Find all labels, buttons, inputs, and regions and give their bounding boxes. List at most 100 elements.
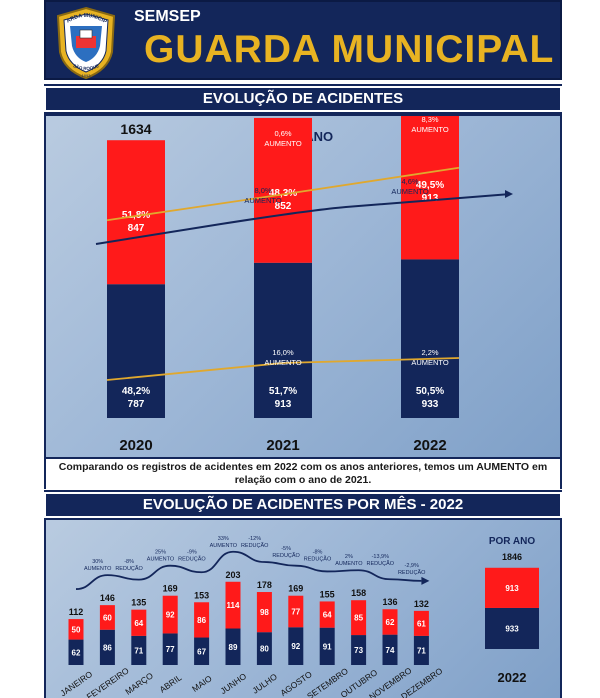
month-total-label: 132 xyxy=(414,599,429,609)
bar-percent-label: 50,5% xyxy=(416,386,444,397)
month-value-label: 71 xyxy=(134,646,143,655)
month-change-label: AUMENTO xyxy=(147,557,175,563)
monthly-trend-line xyxy=(75,550,422,590)
yearly-chart-panel: POR ANO163448,2%78751,8%8472020176551,7%… xyxy=(44,114,562,459)
month-change-percent: 25% xyxy=(155,550,166,556)
month-bar-red xyxy=(131,609,147,636)
side-bar-value: 913 xyxy=(505,584,519,593)
month-bar-navy xyxy=(319,627,335,665)
month-change-percent: -13,9% xyxy=(372,554,390,560)
bar-value-label: 847 xyxy=(128,223,145,234)
month-bar-navy xyxy=(382,634,398,665)
month-value-label: 74 xyxy=(386,646,395,655)
side-bar-navy xyxy=(485,607,539,649)
bar-segment-red xyxy=(401,116,459,260)
month-value-label: 92 xyxy=(291,642,300,651)
month-value-label: 114 xyxy=(227,601,240,610)
month-change-label: REDUÇÃO xyxy=(272,552,300,559)
month-bar-navy xyxy=(288,627,304,665)
badge-year: 1993 xyxy=(82,73,92,78)
annotation-percent: 4,6% xyxy=(401,177,418,186)
year-axis-label: 2020 xyxy=(119,437,152,454)
month-bar-navy xyxy=(256,632,272,665)
year-axis-label: 2021 xyxy=(266,437,299,454)
annotation-label: AUMENTO xyxy=(411,358,449,367)
month-bar-red xyxy=(382,609,398,635)
month-axis-label: JUNHO xyxy=(218,671,248,696)
side-bar-red xyxy=(485,567,539,608)
month-bar-navy xyxy=(413,635,429,665)
month-change-percent: 30% xyxy=(92,559,103,565)
month-bar-navy xyxy=(351,635,367,665)
annotation-label: AUMENTO xyxy=(244,196,282,205)
page-title: GUARDA MUNICIPAL xyxy=(144,28,555,71)
month-change-percent: -2,9% xyxy=(405,563,419,569)
month-total-label: 146 xyxy=(100,593,115,603)
monthly-trend-arrowhead xyxy=(421,576,430,585)
month-change-percent: -12% xyxy=(248,536,261,542)
month-bar-navy xyxy=(162,633,178,665)
month-change-label: REDUÇÃO xyxy=(178,556,206,563)
month-bar-navy xyxy=(99,629,115,665)
month-change-label: REDUÇÃO xyxy=(115,565,143,572)
month-value-label: 77 xyxy=(291,607,300,616)
annotation-percent: 2,2% xyxy=(421,348,438,357)
month-bar-red xyxy=(99,605,115,630)
month-value-label: 91 xyxy=(323,642,332,651)
annotation-label: AUMENTO xyxy=(411,125,449,134)
monthly-accidents-chart: 6250112JANEIRO8660146FEVEREIRO7164135MAR… xyxy=(58,536,539,698)
bar-percent-label: 48,2% xyxy=(122,386,150,397)
header-banner: GUARDA MUNICIPAL SÃO ROQUE 1993 SEMSEP G… xyxy=(44,0,562,80)
annotation-percent: 0,6% xyxy=(274,129,291,138)
month-change-label: AUMENTO xyxy=(84,566,112,572)
month-value-label: 73 xyxy=(354,646,363,655)
infographic: GUARDA MUNICIPAL SÃO ROQUE 1993 SEMSEP G… xyxy=(44,0,562,698)
month-value-label: 89 xyxy=(229,643,238,652)
monthly-section-title: EVOLUÇÃO DE ACIDENTES POR MÊS - 2022 xyxy=(142,496,464,513)
bar-percent-label: 51,7% xyxy=(269,386,297,397)
month-bar-navy xyxy=(131,635,147,665)
month-change-percent: 2% xyxy=(345,554,353,560)
month-total-label: 178 xyxy=(257,580,272,590)
section-title-bar: EVOLUÇÃO DE ACIDENTES xyxy=(44,84,562,114)
month-change-label: REDUÇÃO xyxy=(367,560,395,567)
annotation-percent: 8,0% xyxy=(254,186,271,195)
month-bar-navy xyxy=(194,637,210,665)
bar-segment-red xyxy=(254,117,312,263)
annotation-label: AUMENTO xyxy=(264,139,302,148)
month-value-label: 86 xyxy=(103,643,112,652)
month-bar-navy xyxy=(68,639,84,665)
trend-arrowhead xyxy=(505,190,513,198)
month-change-label: REDUÇÃO xyxy=(241,542,269,549)
side-bar-value: 933 xyxy=(505,624,519,633)
section-title: EVOLUÇÃO DE ACIDENTES xyxy=(202,90,404,107)
annotation-percent: 8,3% xyxy=(421,116,438,124)
month-value-label: 71 xyxy=(417,646,426,655)
month-bar-red xyxy=(68,619,84,640)
bar-segment-navy xyxy=(107,284,165,418)
svg-text:SÃO ROQUE: SÃO ROQUE xyxy=(72,63,99,71)
bar-value-label: 913 xyxy=(275,399,292,410)
month-change-percent: -8% xyxy=(124,559,134,565)
badge-subtext: SÃO ROQUE xyxy=(72,63,99,71)
annotation-percent: 16,0% xyxy=(272,348,294,357)
guard-badge-logo: GUARDA MUNICIPAL SÃO ROQUE 1993 xyxy=(52,6,116,80)
month-axis-label: JULHO xyxy=(250,671,279,695)
bar-total-label: 1634 xyxy=(120,121,151,137)
navy-trend-line xyxy=(106,357,460,381)
year-axis-label: 2022 xyxy=(413,437,446,454)
month-bar-red xyxy=(194,602,210,638)
month-change-label: REDUÇÃO xyxy=(304,556,332,563)
bar-value-label: 913 xyxy=(422,193,439,204)
month-total-label: 169 xyxy=(288,584,303,594)
red-trend-line xyxy=(106,166,460,222)
bar-value-label: 933 xyxy=(422,399,439,410)
month-bar-red xyxy=(256,592,272,633)
month-bar-red xyxy=(319,601,335,628)
month-value-label: 64 xyxy=(323,611,332,620)
total-trend-line xyxy=(95,193,512,245)
month-axis-label: MAIO xyxy=(190,673,214,694)
monthly-chart-panel: 62 50 112 JANEIRO 86 60 146 FEVEREIRO 71 64 135 MAR… xyxy=(44,518,562,698)
yearly-accidents-chart: POR ANO163448,2%78751,8%8472020176551,7%… xyxy=(95,116,513,454)
month-change-label: REDUÇÃO xyxy=(398,569,426,576)
